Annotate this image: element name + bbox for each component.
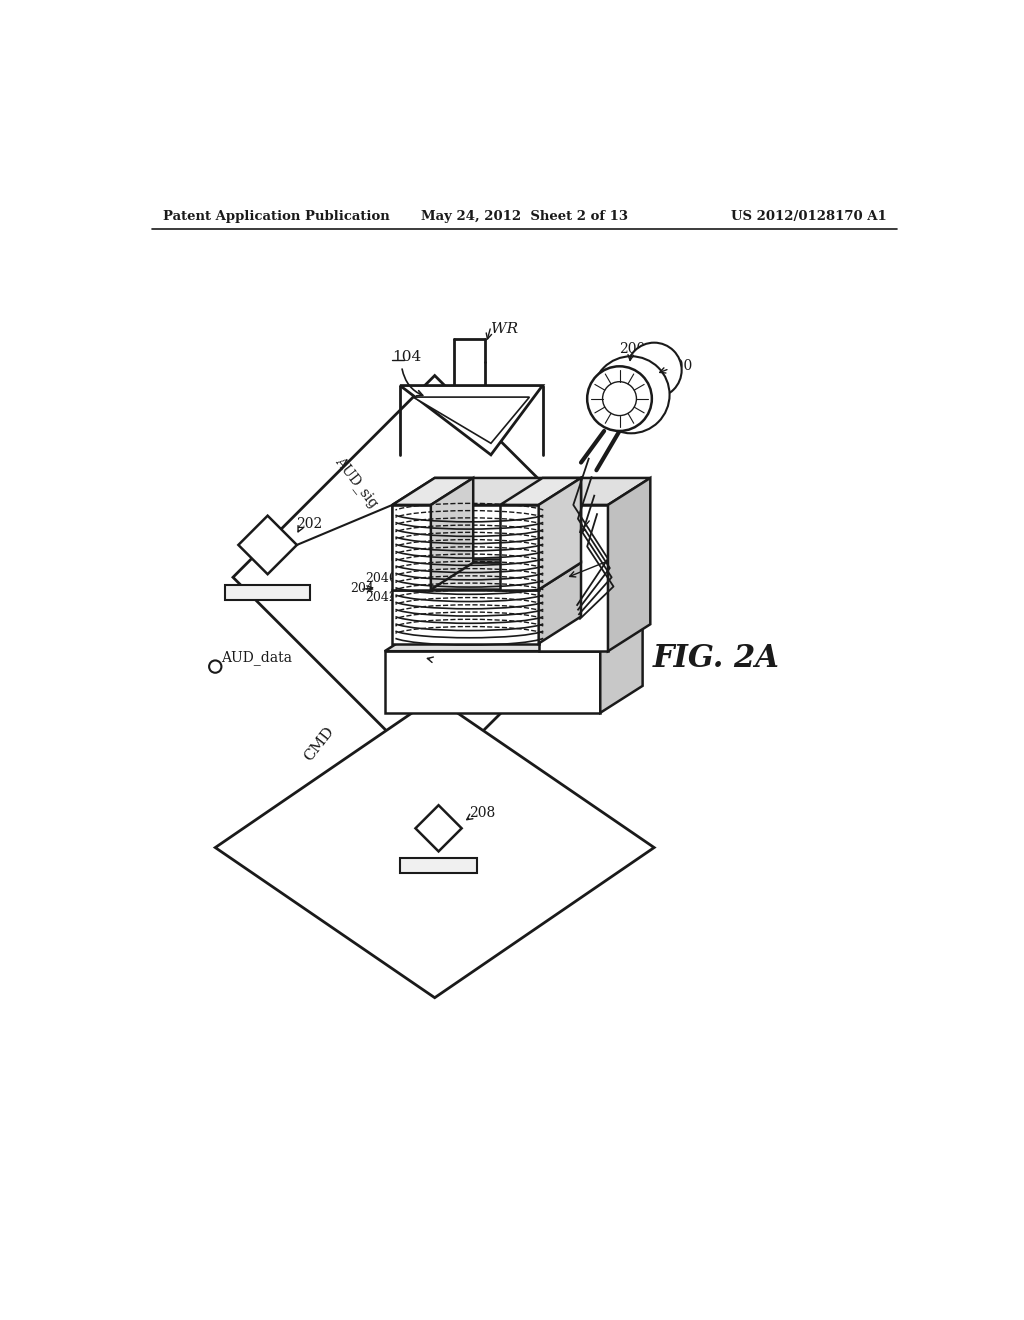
Circle shape — [602, 381, 637, 416]
Text: 104: 104 — [392, 350, 422, 364]
Polygon shape — [608, 478, 650, 651]
Text: L: L — [611, 552, 622, 566]
Polygon shape — [239, 516, 297, 574]
Text: US 2012/0128170 A1: US 2012/0128170 A1 — [731, 210, 887, 223]
Polygon shape — [392, 478, 581, 506]
Polygon shape — [539, 478, 650, 506]
Polygon shape — [413, 397, 529, 444]
Polygon shape — [225, 585, 310, 601]
Text: Patent Application Publication: Patent Application Publication — [163, 210, 390, 223]
Text: 2042: 2042 — [366, 591, 397, 603]
Circle shape — [209, 660, 221, 673]
Polygon shape — [233, 376, 637, 779]
Polygon shape — [392, 478, 473, 506]
Text: FIG. 2A: FIG. 2A — [652, 643, 779, 675]
Circle shape — [627, 343, 682, 397]
Text: 200: 200 — [620, 342, 646, 356]
Polygon shape — [416, 805, 462, 851]
Polygon shape — [215, 697, 654, 998]
Polygon shape — [539, 478, 581, 590]
Circle shape — [597, 360, 665, 429]
Text: May 24, 2012  Sheet 2 of 13: May 24, 2012 Sheet 2 of 13 — [421, 210, 629, 223]
Polygon shape — [539, 506, 608, 651]
Text: CMD: CMD — [301, 723, 337, 763]
Text: 206: 206 — [423, 659, 450, 672]
Polygon shape — [392, 562, 581, 590]
Circle shape — [593, 356, 670, 433]
Polygon shape — [500, 506, 539, 590]
Text: 202: 202 — [296, 517, 323, 531]
Polygon shape — [400, 858, 477, 873]
Polygon shape — [392, 590, 539, 644]
Polygon shape — [500, 478, 581, 506]
Text: WR: WR — [490, 322, 518, 337]
Text: AUD_sig: AUD_sig — [333, 454, 381, 510]
Polygon shape — [392, 506, 539, 558]
Polygon shape — [539, 562, 581, 644]
Text: 200: 200 — [666, 359, 692, 374]
Text: 2040: 2040 — [366, 572, 397, 585]
Polygon shape — [539, 478, 581, 558]
Polygon shape — [385, 651, 600, 713]
Text: 208: 208 — [469, 807, 496, 820]
Polygon shape — [431, 478, 473, 590]
Polygon shape — [400, 385, 543, 455]
Circle shape — [587, 367, 652, 432]
Polygon shape — [600, 624, 643, 713]
Text: WR: WR — [589, 507, 615, 521]
Text: 204: 204 — [350, 582, 374, 594]
Text: AUD_data: AUD_data — [221, 649, 293, 665]
Polygon shape — [392, 506, 431, 590]
Polygon shape — [385, 624, 643, 651]
